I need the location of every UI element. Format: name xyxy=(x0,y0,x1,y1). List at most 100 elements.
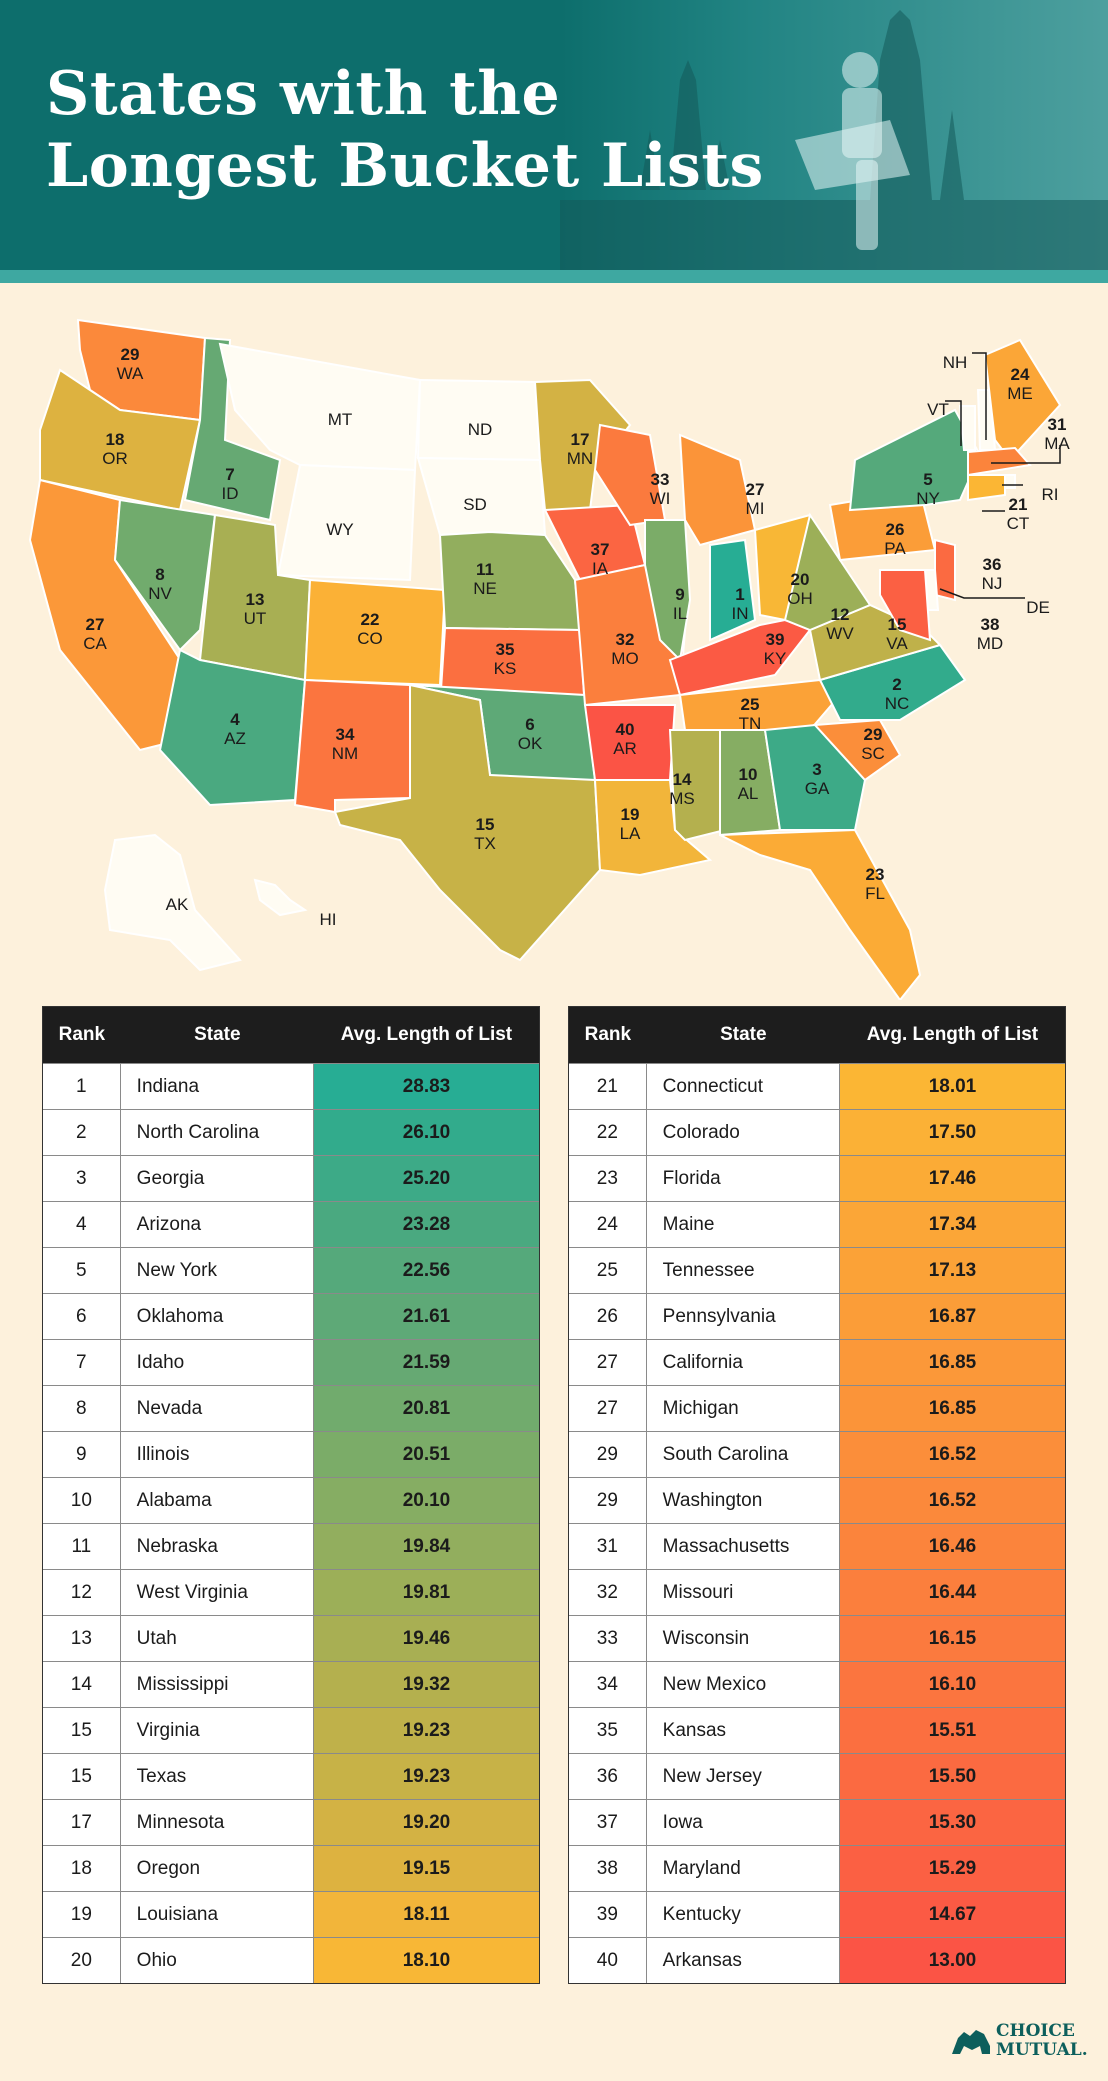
map-abbr-mn: MN xyxy=(567,449,593,468)
state-cell: Kentucky xyxy=(647,1892,840,1937)
map-abbr-ms: MS xyxy=(669,789,695,808)
title-line-1: States with the xyxy=(46,59,561,129)
state-ak xyxy=(103,833,242,972)
table-row: 8 Nevada 20.81 xyxy=(43,1385,539,1431)
map-rank-nc: 2 xyxy=(892,675,901,694)
map-abbr-nc: NC xyxy=(885,694,910,713)
map-rank-ms: 14 xyxy=(673,770,692,789)
map-abbr-ut: UT xyxy=(244,609,267,628)
rank-cell: 29 xyxy=(569,1432,647,1477)
map-abbr-id: ID xyxy=(222,484,239,503)
rank-cell: 13 xyxy=(43,1616,121,1661)
table-row: 18 Oregon 19.15 xyxy=(43,1845,539,1891)
table-row: 29 South Carolina 16.52 xyxy=(569,1431,1065,1477)
state-cell: Michigan xyxy=(647,1386,840,1431)
logo-line-1: CHOICE xyxy=(996,2021,1075,2041)
map-rank-tx: 15 xyxy=(476,815,495,834)
table-row: 23 Florida 17.46 xyxy=(569,1155,1065,1201)
map-rank-az: 4 xyxy=(230,710,240,729)
map-abbr-ri: RI xyxy=(1042,485,1059,504)
table-row: 22 Colorado 17.50 xyxy=(569,1109,1065,1155)
state-cell: Colorado xyxy=(647,1110,840,1155)
state-cell: Nebraska xyxy=(121,1524,314,1569)
rank-cell: 15 xyxy=(43,1754,121,1799)
map-abbr-ky: KY xyxy=(764,649,787,668)
map-rank-in: 1 xyxy=(735,585,744,604)
table-row: 3 Georgia 25.20 xyxy=(43,1155,539,1201)
map-abbr-hi: HI xyxy=(320,910,337,929)
state-cell: Nevada xyxy=(121,1386,314,1431)
length-cell: 20.10 xyxy=(313,1478,539,1523)
state-cell: Tennessee xyxy=(647,1248,840,1293)
map-abbr-or: OR xyxy=(102,449,128,468)
state-cell: North Carolina xyxy=(121,1110,314,1155)
map-rank-ar: 40 xyxy=(616,720,635,739)
column-header-state: State xyxy=(194,1024,241,1045)
map-abbr-nh: NH xyxy=(943,353,968,372)
map-abbr-az: AZ xyxy=(224,729,246,748)
state-cell: Massachusetts xyxy=(647,1524,840,1569)
page-title: States with the Longest Bucket Lists xyxy=(46,58,764,202)
rank-cell: 25 xyxy=(569,1248,647,1293)
state-md xyxy=(879,569,932,642)
state-hi xyxy=(253,878,308,917)
map-abbr-ne: NE xyxy=(473,579,497,598)
table-row: 5 New York 22.56 xyxy=(43,1247,539,1293)
length-cell: 19.81 xyxy=(313,1570,539,1615)
map-rank-co: 22 xyxy=(361,610,380,629)
map-abbr-sc: SC xyxy=(861,744,885,763)
map-rank-nj: 36 xyxy=(983,555,1002,574)
rank-cell: 10 xyxy=(43,1478,121,1523)
state-cell: Arkansas xyxy=(647,1938,840,1983)
rank-cell: 14 xyxy=(43,1662,121,1707)
length-cell: 19.20 xyxy=(313,1800,539,1845)
column-header-rank: Rank xyxy=(584,1024,632,1045)
length-cell: 16.44 xyxy=(839,1570,1065,1615)
bear-logo-icon xyxy=(952,2030,990,2054)
table-row: 29 Washington 16.52 xyxy=(569,1477,1065,1523)
rank-cell: 39 xyxy=(569,1892,647,1937)
table-header: Rank State Avg. Length of List xyxy=(569,1007,1065,1063)
ranking-table-left: Rank State Avg. Length of List 1 Indiana 2… xyxy=(42,1006,540,1984)
rank-cell: 19 xyxy=(43,1892,121,1937)
map-rank-sc: 29 xyxy=(864,725,883,744)
rank-cell: 32 xyxy=(569,1570,647,1615)
map-abbr-ks: KS xyxy=(494,659,517,678)
map-abbr-ak: AK xyxy=(166,895,189,914)
map-abbr-sd: SD xyxy=(463,495,487,514)
rank-cell: 37 xyxy=(569,1800,647,1845)
state-ny xyxy=(848,408,982,512)
state-cell: California xyxy=(647,1340,840,1385)
state-nv xyxy=(113,498,217,652)
length-cell: 14.67 xyxy=(839,1892,1065,1937)
traveler-photo xyxy=(560,0,1108,270)
table-row: 10 Alabama 20.10 xyxy=(43,1477,539,1523)
state-cell: Pennsylvania xyxy=(647,1294,840,1339)
length-cell: 28.83 xyxy=(313,1064,539,1109)
rank-cell: 31 xyxy=(569,1524,647,1569)
rank-cell: 18 xyxy=(43,1846,121,1891)
map-abbr-md: MD xyxy=(977,634,1003,653)
rank-cell: 7 xyxy=(43,1340,121,1385)
table-row: 21 Connecticut 18.01 xyxy=(569,1063,1065,1109)
rank-cell: 33 xyxy=(569,1616,647,1661)
map-rank-or: 18 xyxy=(106,430,125,449)
state-cell: Iowa xyxy=(647,1800,840,1845)
length-cell: 15.51 xyxy=(839,1708,1065,1753)
map-rank-ia: 37 xyxy=(591,540,610,559)
map-abbr-ny: NY xyxy=(916,489,940,508)
column-header-length: Avg. Length of List xyxy=(340,1024,513,1045)
map-abbr-wa: WA xyxy=(117,364,144,383)
state-in xyxy=(709,538,757,642)
map-rank-nv: 8 xyxy=(155,565,164,584)
column-header-rank: Rank xyxy=(58,1024,106,1045)
state-ma xyxy=(967,446,1032,477)
state-cell: Florida xyxy=(647,1156,840,1201)
table-row: 37 Iowa 15.30 xyxy=(569,1799,1065,1845)
table-row: 25 Tennessee 17.13 xyxy=(569,1247,1065,1293)
map-rank-ny: 5 xyxy=(923,470,932,489)
table-row: 40 Arkansas 13.00 xyxy=(569,1937,1065,1983)
state-sc xyxy=(812,718,902,782)
map-rank-wa: 29 xyxy=(121,345,140,364)
rank-cell: 40 xyxy=(569,1938,647,1983)
